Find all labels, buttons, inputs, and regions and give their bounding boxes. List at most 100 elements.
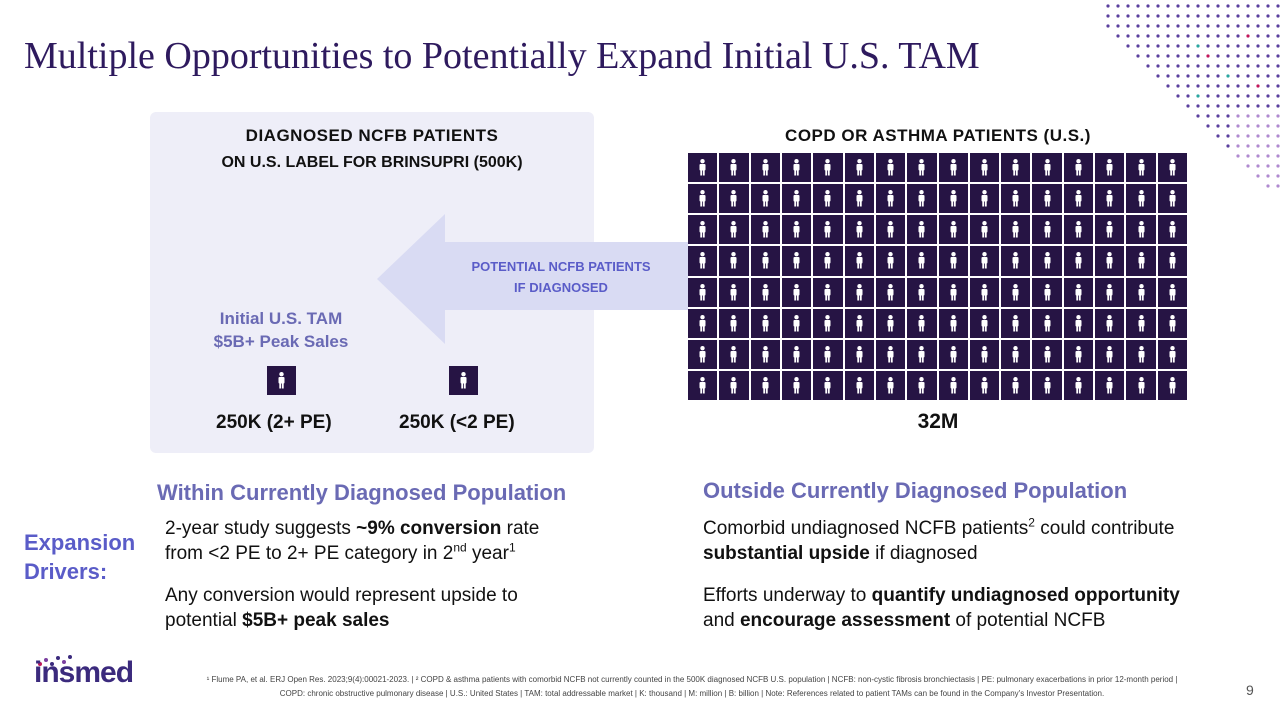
person-icon: [1063, 370, 1094, 400]
outside-heading: Outside Currently Diagnosed Population: [703, 478, 1128, 503]
person-icon: [719, 184, 749, 214]
decorative-dot-pattern: [1106, 4, 1280, 188]
person-icon: [907, 246, 937, 276]
person-icon: [1001, 153, 1031, 183]
person-icon: [1032, 246, 1062, 276]
person-icon: [781, 246, 812, 276]
person-icon: [938, 153, 968, 183]
person-icon: [1001, 184, 1031, 214]
diagnosed-subheading: ON U.S. LABEL FOR BRINSUPRI (500K): [221, 154, 523, 171]
person-icon: [907, 215, 937, 245]
count-2plus-pe: 250K (2+ PE): [216, 412, 332, 433]
person-icon: [938, 215, 968, 245]
logo-dots-icon: [38, 655, 72, 666]
person-icon: [1063, 339, 1094, 369]
person-icon: [969, 339, 1000, 369]
person-icon: [750, 339, 780, 369]
person-icon: [1063, 184, 1094, 214]
person-icon: [1063, 277, 1094, 307]
count-lt2-pe: 250K (<2 PE): [399, 412, 515, 433]
person-icon: [1095, 153, 1125, 183]
person-icon: [875, 370, 906, 400]
person-icon: [938, 184, 968, 214]
person-icon: [1001, 308, 1031, 338]
person-icon: [938, 308, 968, 338]
person-icon: [1126, 184, 1156, 214]
person-icon: [1157, 308, 1187, 338]
person-icon: [688, 339, 718, 369]
person-icon: [813, 246, 843, 276]
person-icon: [719, 246, 749, 276]
arrow-label-line2: IF DIAGNOSED: [514, 280, 608, 295]
person-icon: [907, 339, 937, 369]
person-icon: [844, 308, 874, 338]
within-point-2: Any conversion would represent upside to…: [165, 585, 518, 631]
person-icon: [1126, 246, 1156, 276]
person-icon: [1157, 370, 1187, 400]
person-icon: [719, 153, 749, 183]
outside-point-1: Comorbid undiagnosed NCFB patients2 coul…: [703, 515, 1175, 564]
person-icon: [969, 215, 1000, 245]
person-icon: [688, 246, 718, 276]
person-icon: [1032, 153, 1062, 183]
tam-peak-sales: $5B+ Peak Sales: [213, 332, 349, 351]
person-icon: [1157, 184, 1187, 214]
person-icon: [1095, 246, 1125, 276]
person-icon: [969, 184, 1000, 214]
person-icon: [1126, 339, 1156, 369]
arrow-label-line1: POTENTIAL NCFB PATIENTS: [471, 259, 651, 274]
patient-grid: [688, 153, 1187, 400]
person-icon: [1095, 308, 1125, 338]
copd-asthma-heading: COPD OR ASTHMA PATIENTS (U.S.): [785, 126, 1091, 145]
person-icon: [1095, 215, 1125, 245]
person-icon: [875, 277, 906, 307]
person-icon: [1032, 370, 1062, 400]
person-icon: [781, 339, 812, 369]
person-icon: [781, 153, 812, 183]
person-icon: [938, 246, 968, 276]
person-icon: [938, 370, 968, 400]
person-icon: [907, 184, 937, 214]
person-icon: [688, 277, 718, 307]
person-icon: [1126, 277, 1156, 307]
diagnosed-heading: DIAGNOSED NCFB PATIENTS: [245, 126, 499, 145]
person-icon: [1095, 184, 1125, 214]
within-heading: Within Currently Diagnosed Population: [157, 480, 567, 505]
person-icon: [1001, 370, 1031, 400]
person-icon: [781, 308, 812, 338]
person-icon: [750, 308, 780, 338]
person-icon: [813, 277, 843, 307]
person-icon: [844, 277, 874, 307]
person-icon: [781, 370, 812, 400]
person-icon: [938, 277, 968, 307]
person-icon: [1126, 215, 1156, 245]
person-icon: [267, 366, 296, 395]
person-icon: [750, 215, 780, 245]
person-icon: [1157, 246, 1187, 276]
person-icon: [1032, 277, 1062, 307]
person-icon: [875, 339, 906, 369]
person-icon: [1063, 153, 1094, 183]
person-icon: [1063, 215, 1094, 245]
person-icon: [969, 308, 1000, 338]
person-icon: [969, 246, 1000, 276]
person-icon: [1032, 308, 1062, 338]
person-icon: [1126, 370, 1156, 400]
person-icon: [781, 184, 812, 214]
person-icon: [688, 308, 718, 338]
person-icon: [750, 277, 780, 307]
person-icon: [844, 339, 874, 369]
person-icon: [1001, 277, 1031, 307]
person-icon: [875, 153, 906, 183]
insmed-logo: insmed: [34, 656, 134, 689]
person-icon: [875, 308, 906, 338]
person-icon: [719, 308, 749, 338]
person-icon: [1157, 153, 1187, 183]
person-icon: [1063, 308, 1094, 338]
person-icon: [844, 153, 874, 183]
drivers-line1: Expansion: [24, 530, 136, 555]
person-icon: [813, 215, 843, 245]
person-icon: [750, 153, 780, 183]
person-icon: [969, 370, 1000, 400]
person-icon: [719, 215, 749, 245]
